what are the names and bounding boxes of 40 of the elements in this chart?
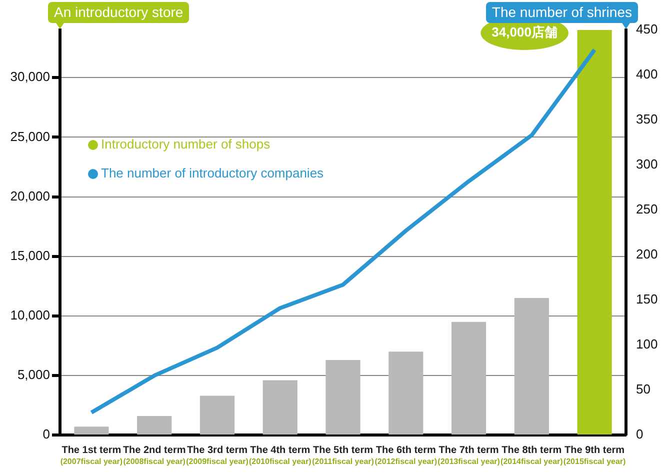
x-tick-label: The 8th term (2014fiscal year) <box>500 444 564 466</box>
x-tick-label: The 7th term (2013fiscal year) <box>438 444 500 466</box>
y-tick-label: 25,000 <box>10 128 50 144</box>
y2-tick-label: 450 <box>636 22 658 37</box>
bar <box>514 298 549 434</box>
bar <box>74 426 109 434</box>
x-tick-label: The 1st term (2007fiscal year) <box>60 444 123 466</box>
y-tick-label: 5,000 <box>17 367 50 382</box>
bar <box>200 396 235 434</box>
y2-tick-label: 350 <box>636 112 658 127</box>
bar <box>577 30 612 434</box>
bar <box>451 322 486 434</box>
x-tick-label: The 5th term (2011fiscal year) <box>312 444 374 466</box>
x-tick-label: The 6th term (2012fiscal year) <box>374 444 438 466</box>
legend-label: Introductory number of shops <box>101 136 271 152</box>
x-tick-label: The 2nd term (2008fiscal year) <box>122 444 186 466</box>
legend-label: The number of introductory companies <box>101 166 324 181</box>
y-tick-label: 20,000 <box>10 188 50 204</box>
x-tick-label: The 3rd term (2009fiscal year) <box>186 444 249 466</box>
y2-tick-label: 50 <box>636 382 650 397</box>
y-tick-label: 15,000 <box>10 248 50 263</box>
x-tick-label: The 4th term (2010fiscal year) <box>248 444 312 466</box>
y2-axis-title: The number of shrines <box>486 2 638 23</box>
y2-tick-label: 100 <box>636 336 658 352</box>
y2-tick-label: 400 <box>636 66 658 82</box>
x-tick-label: The 9th term (2015fiscal year) <box>563 444 626 466</box>
bar <box>262 380 298 434</box>
data-label: 34,000店舗 <box>492 24 558 40</box>
y2-tick-label: 200 <box>636 246 658 262</box>
bar <box>388 352 424 434</box>
y-tick-label: 10,000 <box>10 307 50 322</box>
y-tick-label: 30,000 <box>10 69 50 84</box>
y2-tick-label: 0 <box>636 426 644 442</box>
bar <box>137 416 172 434</box>
y2-tick-label: 150 <box>636 292 658 307</box>
y-tick-label: 0 <box>42 426 50 442</box>
y-axis-title: An introductory store <box>48 2 190 23</box>
y2-tick-label: 250 <box>636 202 658 217</box>
y2-tick-label: 300 <box>636 156 658 172</box>
bar <box>326 360 360 434</box>
